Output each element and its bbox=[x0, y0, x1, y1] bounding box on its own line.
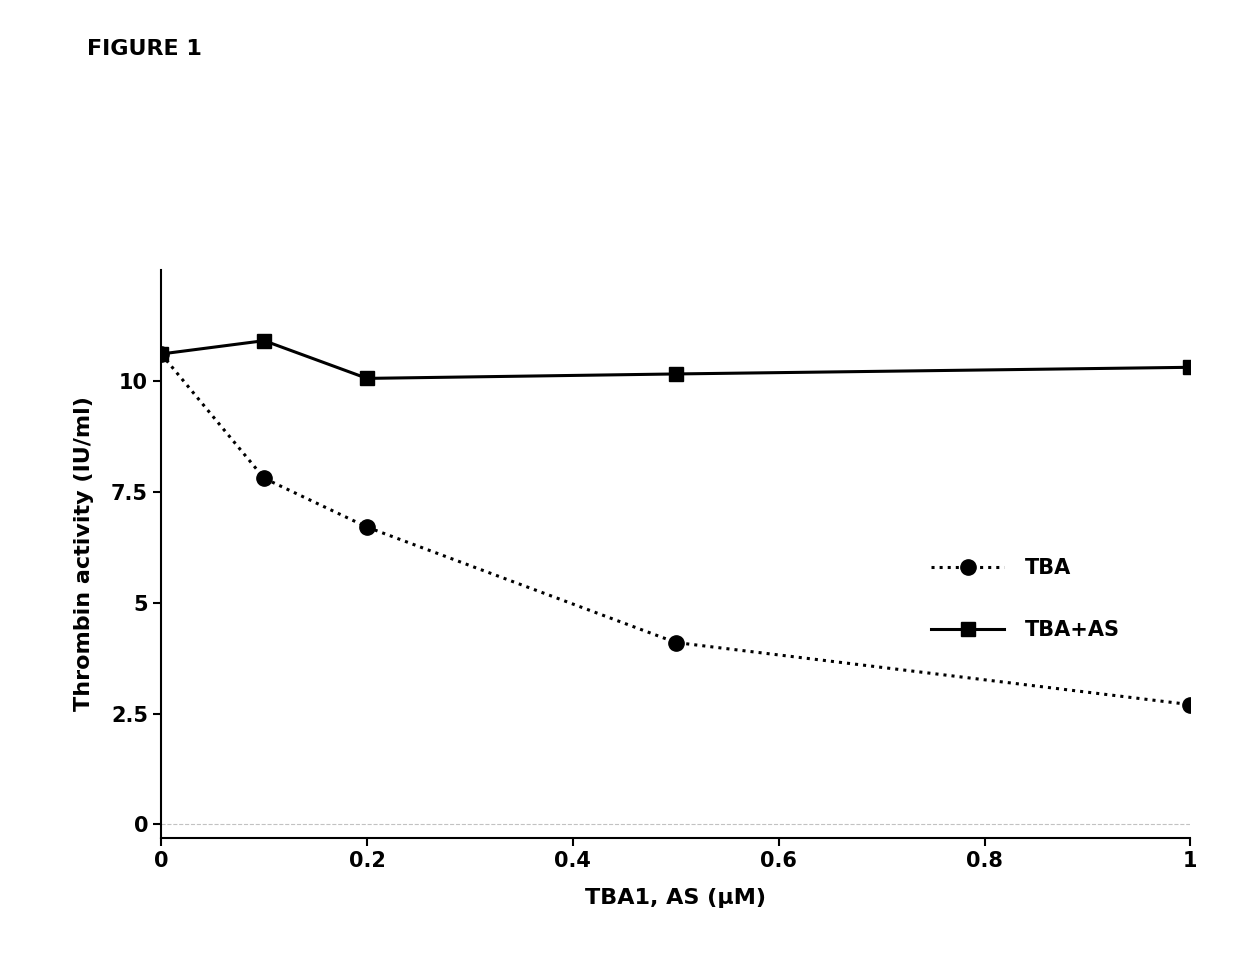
X-axis label: TBA1, AS (μM): TBA1, AS (μM) bbox=[585, 888, 766, 908]
TBA+AS bbox=[360, 373, 374, 384]
TBA bbox=[154, 349, 169, 360]
TBA+AS bbox=[154, 349, 169, 360]
Line: TBA+AS: TBA+AS bbox=[154, 334, 1198, 385]
TBA+AS bbox=[1183, 361, 1198, 373]
TBA bbox=[360, 521, 374, 533]
TBA bbox=[257, 473, 272, 484]
Legend: TBA, TBA+AS: TBA, TBA+AS bbox=[923, 550, 1128, 648]
TBA+AS bbox=[668, 368, 683, 379]
TBA bbox=[1183, 699, 1198, 711]
Text: FIGURE 1: FIGURE 1 bbox=[87, 39, 202, 59]
Y-axis label: Thrombin activity (IU/ml): Thrombin activity (IU/ml) bbox=[74, 397, 94, 711]
TBA+AS bbox=[257, 335, 272, 347]
TBA bbox=[668, 637, 683, 648]
Line: TBA: TBA bbox=[154, 347, 1198, 713]
